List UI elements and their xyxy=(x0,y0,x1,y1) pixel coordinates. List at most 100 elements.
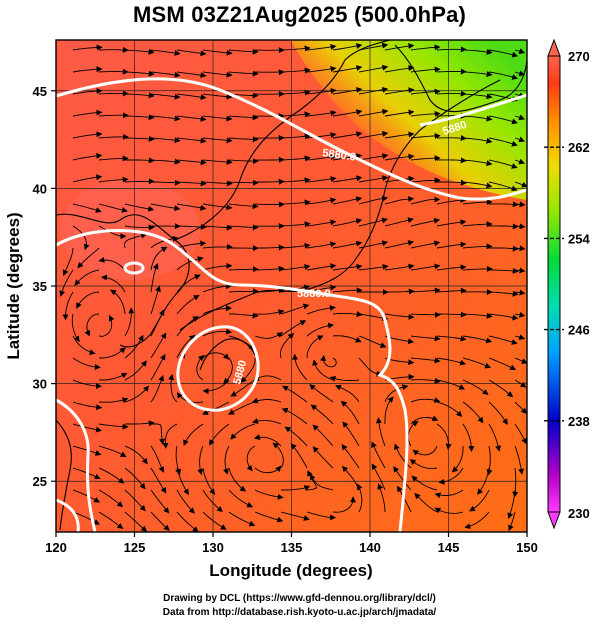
streamline xyxy=(358,217,388,227)
streamline xyxy=(436,264,467,271)
y-axis-label: Latitude (degrees) xyxy=(4,212,23,359)
streamline xyxy=(228,203,259,210)
streamline xyxy=(176,71,207,79)
streamline xyxy=(306,322,335,337)
streamline xyxy=(202,203,233,211)
streamline xyxy=(228,179,259,186)
streamline xyxy=(124,70,155,77)
streamline xyxy=(99,347,126,359)
streamline xyxy=(254,309,285,316)
streamline xyxy=(410,110,441,117)
streamline xyxy=(209,423,230,446)
streamline xyxy=(98,511,124,530)
streamline xyxy=(329,376,360,382)
streamline xyxy=(358,313,389,322)
streamline xyxy=(202,305,232,315)
streamline xyxy=(222,445,230,475)
streamline xyxy=(462,357,492,369)
streamline xyxy=(410,133,441,140)
streamline xyxy=(280,199,311,206)
streamline xyxy=(124,224,155,231)
streamline xyxy=(223,357,233,384)
streamline xyxy=(464,511,490,530)
streamline xyxy=(306,154,337,161)
streamline xyxy=(410,287,441,294)
streamline xyxy=(125,135,155,142)
streamline xyxy=(436,287,467,294)
streamline xyxy=(150,511,170,531)
streamline xyxy=(150,158,181,165)
streamline xyxy=(72,335,96,356)
streamline xyxy=(384,65,415,73)
streamline xyxy=(202,224,233,231)
streamline xyxy=(72,109,103,117)
streamline xyxy=(228,136,259,143)
streamline xyxy=(110,289,126,315)
streamline xyxy=(202,489,223,513)
streamline xyxy=(228,401,256,415)
streamline xyxy=(393,466,412,491)
streamline xyxy=(254,265,285,272)
streamline xyxy=(514,267,526,274)
streamline xyxy=(98,155,129,162)
streamline xyxy=(150,309,165,337)
streamline xyxy=(488,137,518,147)
streamline xyxy=(488,49,519,58)
streamline xyxy=(384,313,415,320)
streamline xyxy=(124,48,155,55)
streamline xyxy=(384,196,415,205)
streamline xyxy=(488,71,519,80)
streamline xyxy=(98,176,129,183)
streamline xyxy=(407,420,419,447)
streamline xyxy=(340,400,360,425)
streamline xyxy=(124,203,155,212)
streamline xyxy=(176,256,204,271)
streamline xyxy=(436,357,467,366)
streamline xyxy=(176,49,207,57)
streamline xyxy=(412,445,438,456)
streamline xyxy=(72,66,103,73)
streamline xyxy=(384,131,415,139)
streamline xyxy=(176,93,207,101)
streamline xyxy=(98,256,126,271)
streamline xyxy=(436,401,463,418)
streamline xyxy=(272,442,284,469)
streamline xyxy=(124,360,147,381)
streamline xyxy=(332,153,363,161)
streamline xyxy=(228,48,259,55)
streamline xyxy=(489,267,519,274)
streamline xyxy=(436,68,467,75)
streamline xyxy=(280,111,311,118)
streamline xyxy=(306,219,337,227)
streamline xyxy=(229,312,259,319)
credit-drawing: Drawing by DCL (https://www.gfd-dennou.o… xyxy=(163,593,436,604)
streamline xyxy=(255,244,285,251)
streamline xyxy=(358,195,389,205)
streamline xyxy=(280,155,311,162)
streamline xyxy=(176,180,207,187)
streamline xyxy=(436,196,467,205)
streamline xyxy=(280,133,311,140)
streamline xyxy=(514,423,527,445)
colorbar-min-label: 230 xyxy=(568,506,590,521)
y-tick-label: 30 xyxy=(33,377,47,392)
streamline xyxy=(197,445,204,476)
streamline xyxy=(76,291,100,309)
streamline xyxy=(202,283,232,293)
x-tick-label: 145 xyxy=(438,540,460,555)
streamline xyxy=(175,445,182,476)
streamline xyxy=(150,285,161,315)
streamline xyxy=(358,357,383,377)
streamline xyxy=(462,312,493,319)
streamline xyxy=(98,90,129,97)
streamline xyxy=(437,311,467,318)
streamline xyxy=(462,137,493,144)
streamline xyxy=(384,240,415,249)
streamline xyxy=(358,42,389,51)
streamline xyxy=(306,44,337,51)
streamline xyxy=(98,225,127,240)
wind-streamlines xyxy=(59,42,527,532)
streamline xyxy=(228,266,259,273)
streamline xyxy=(410,66,441,73)
streamline xyxy=(358,240,389,249)
